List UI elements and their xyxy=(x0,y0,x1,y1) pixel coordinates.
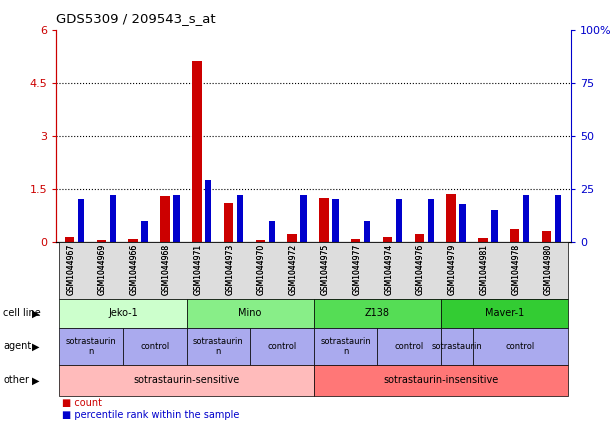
Text: GSM1044980: GSM1044980 xyxy=(543,244,552,295)
Bar xyxy=(542,231,551,242)
Text: GSM1044974: GSM1044974 xyxy=(384,244,393,295)
Text: cell line: cell line xyxy=(3,308,41,319)
Bar xyxy=(364,221,370,242)
Text: control: control xyxy=(506,342,535,351)
Bar xyxy=(382,236,392,242)
Text: GSM1044970: GSM1044970 xyxy=(257,244,266,295)
Text: sotrastaurin-sensitive: sotrastaurin-sensitive xyxy=(133,375,240,385)
Text: GSM1044978: GSM1044978 xyxy=(511,244,521,295)
Bar xyxy=(478,239,488,242)
Text: GSM1044977: GSM1044977 xyxy=(353,244,362,295)
Bar xyxy=(510,228,519,242)
Text: GSM1044971: GSM1044971 xyxy=(194,244,202,295)
Text: GSM1044980: GSM1044980 xyxy=(543,244,552,295)
Text: control: control xyxy=(395,342,424,351)
Text: agent: agent xyxy=(3,341,31,352)
Bar xyxy=(205,180,211,242)
Bar xyxy=(332,200,338,242)
Bar xyxy=(414,234,424,242)
Text: ■ percentile rank within the sample: ■ percentile rank within the sample xyxy=(62,410,240,420)
Bar xyxy=(173,195,180,242)
Text: control: control xyxy=(268,342,296,351)
Text: GSM1044978: GSM1044978 xyxy=(511,244,521,295)
Bar xyxy=(141,221,148,242)
Text: other: other xyxy=(3,375,29,385)
Text: GSM1044971: GSM1044971 xyxy=(194,244,202,295)
Text: control: control xyxy=(140,342,169,351)
Text: GSM1044979: GSM1044979 xyxy=(448,244,457,295)
Text: sotrastaurin-insensitive: sotrastaurin-insensitive xyxy=(383,375,499,385)
Text: GSM1044977: GSM1044977 xyxy=(353,244,362,295)
Text: Maver-1: Maver-1 xyxy=(485,308,524,319)
Text: GSM1044972: GSM1044972 xyxy=(289,244,298,295)
Text: GSM1044974: GSM1044974 xyxy=(384,244,393,295)
Text: GSM1044968: GSM1044968 xyxy=(162,244,170,295)
Text: GSM1044968: GSM1044968 xyxy=(162,244,170,295)
Bar xyxy=(237,195,243,242)
Text: Jeko-1: Jeko-1 xyxy=(108,308,138,319)
Text: GSM1044975: GSM1044975 xyxy=(321,244,330,295)
Bar xyxy=(523,195,529,242)
Text: GSM1044970: GSM1044970 xyxy=(257,244,266,295)
Text: GSM1044973: GSM1044973 xyxy=(225,244,234,295)
Text: Z138: Z138 xyxy=(365,308,390,319)
Bar xyxy=(351,239,360,242)
Text: GSM1044975: GSM1044975 xyxy=(321,244,330,295)
Text: Mino: Mino xyxy=(238,308,262,319)
Bar xyxy=(109,195,116,242)
Bar xyxy=(428,200,434,242)
Text: GSM1044972: GSM1044972 xyxy=(289,244,298,295)
Bar xyxy=(224,203,233,242)
Text: GSM1044976: GSM1044976 xyxy=(416,244,425,295)
Text: GSM1044966: GSM1044966 xyxy=(130,244,139,295)
Text: GSM1044967: GSM1044967 xyxy=(66,244,75,295)
Text: GSM1044981: GSM1044981 xyxy=(480,244,489,295)
Text: ▶: ▶ xyxy=(32,375,39,385)
Text: GSM1044966: GSM1044966 xyxy=(130,244,139,295)
Bar xyxy=(128,239,138,242)
Text: GSM1044969: GSM1044969 xyxy=(98,244,107,295)
Bar xyxy=(255,240,265,242)
Bar xyxy=(446,194,456,242)
Bar xyxy=(65,236,75,242)
Bar xyxy=(555,195,561,242)
Bar xyxy=(459,204,466,242)
Text: ▶: ▶ xyxy=(32,341,39,352)
Text: sotrastaurin
n: sotrastaurin n xyxy=(320,337,371,356)
Bar xyxy=(192,61,202,242)
Bar xyxy=(396,200,402,242)
Bar xyxy=(287,234,297,242)
Text: GSM1044967: GSM1044967 xyxy=(66,244,75,295)
Text: GSM1044976: GSM1044976 xyxy=(416,244,425,295)
Bar xyxy=(301,195,307,242)
Bar xyxy=(78,200,84,242)
Text: ▶: ▶ xyxy=(32,308,39,319)
Text: GSM1044981: GSM1044981 xyxy=(480,244,489,295)
Text: GSM1044979: GSM1044979 xyxy=(448,244,457,295)
Text: sotrastaurin
n: sotrastaurin n xyxy=(193,337,244,356)
Bar xyxy=(319,198,329,242)
Text: GDS5309 / 209543_s_at: GDS5309 / 209543_s_at xyxy=(56,12,216,25)
Bar xyxy=(160,196,170,242)
Text: ■ count: ■ count xyxy=(62,398,102,408)
Bar xyxy=(97,240,106,242)
Text: GSM1044969: GSM1044969 xyxy=(98,244,107,295)
Text: sotrastaurin: sotrastaurin xyxy=(431,342,482,351)
Bar xyxy=(269,221,275,242)
Bar xyxy=(491,210,497,242)
Text: sotrastaurin
n: sotrastaurin n xyxy=(66,337,117,356)
Text: GSM1044973: GSM1044973 xyxy=(225,244,234,295)
